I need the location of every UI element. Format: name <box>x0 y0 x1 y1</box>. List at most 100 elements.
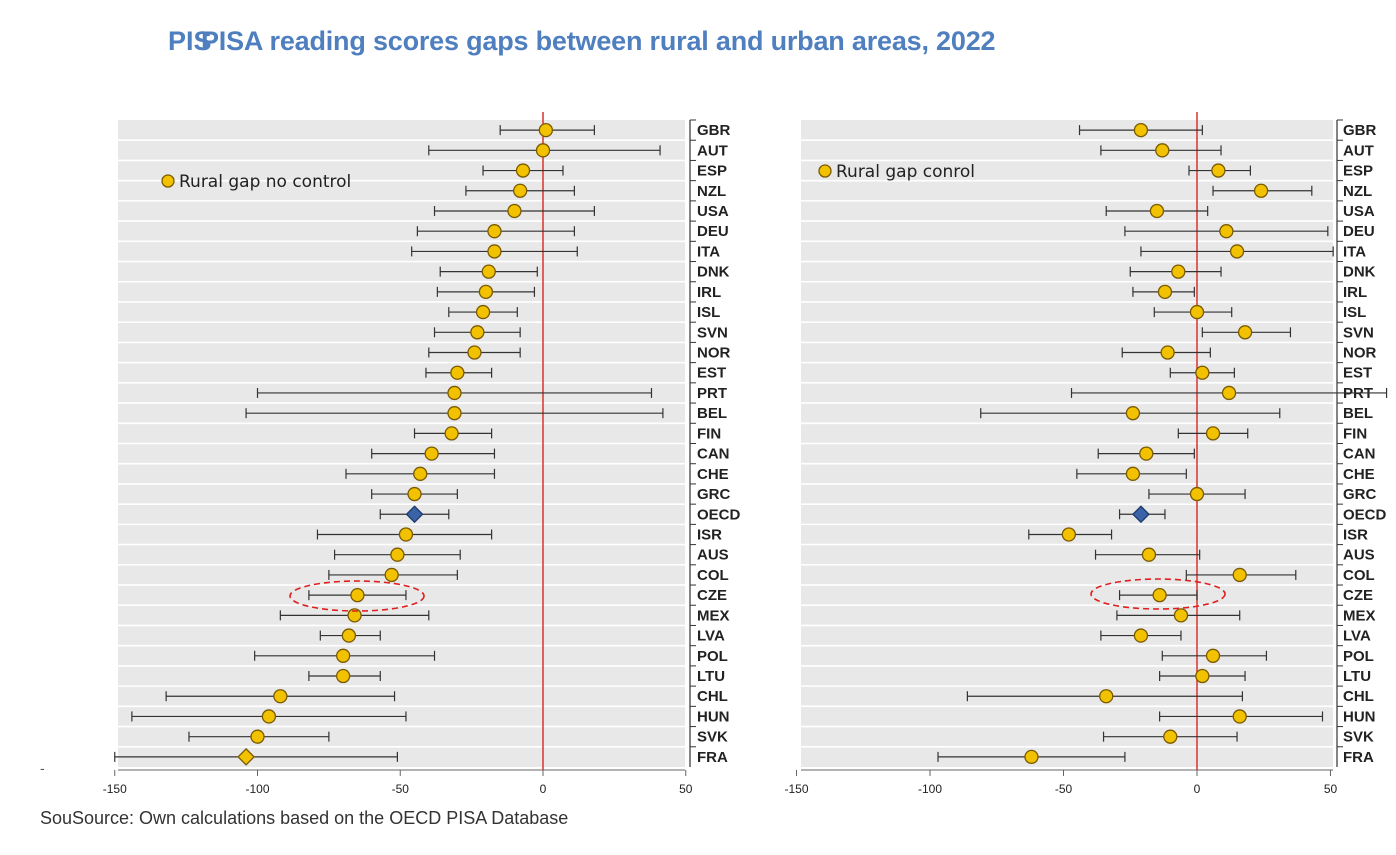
country-label: USA <box>697 203 729 220</box>
data-point <box>1195 365 1210 380</box>
country-label: GRC <box>1343 486 1377 503</box>
data-point <box>1253 183 1269 198</box>
data-point <box>250 729 265 744</box>
x-tick-label: -100 <box>245 782 269 796</box>
x-tick-label: 50 <box>679 782 693 796</box>
data-point <box>1133 122 1149 138</box>
country-label: POL <box>1343 648 1374 665</box>
country-label: NZL <box>697 183 726 200</box>
country-label: POL <box>697 648 728 665</box>
data-point <box>424 446 439 461</box>
country-label: USA <box>1343 203 1375 220</box>
legend-label: Rural gap no control <box>179 172 351 192</box>
data-point <box>467 345 482 360</box>
data-point <box>1152 587 1167 603</box>
data-point <box>1205 648 1221 663</box>
data-point <box>407 486 422 502</box>
data-point <box>1160 345 1175 360</box>
country-label: FRA <box>697 749 728 766</box>
highlight-ellipse <box>289 580 425 612</box>
country-label: FIN <box>697 425 721 442</box>
data-point-diamond <box>1132 505 1150 524</box>
x-tick-label: -150 <box>103 782 127 796</box>
country-label: FIN <box>1343 425 1367 442</box>
data-point <box>261 709 277 724</box>
data-point <box>1205 426 1221 441</box>
legend-label: Rural gap conrol <box>836 162 975 182</box>
country-label: GBR <box>697 122 731 139</box>
country-label: NOR <box>1343 345 1377 362</box>
country-label: SVN <box>1343 324 1374 341</box>
country-label: HUN <box>1343 708 1376 725</box>
country-label: ITA <box>697 243 720 260</box>
data-point <box>1211 163 1226 178</box>
country-label: LVA <box>697 628 725 645</box>
country-label: AUS <box>1343 547 1375 564</box>
data-point-diamond <box>405 505 424 524</box>
country-label: IRL <box>1343 284 1367 301</box>
country-label: CHE <box>697 466 729 483</box>
data-point <box>507 203 522 219</box>
data-point <box>1221 385 1237 401</box>
data-point <box>1173 608 1189 623</box>
data-point <box>444 426 459 441</box>
title-fragment: PIS <box>168 26 212 56</box>
data-point <box>398 527 414 542</box>
data-point <box>1099 689 1114 704</box>
data-point <box>1061 527 1076 542</box>
country-label: DNK <box>1343 264 1376 281</box>
data-point <box>341 628 357 643</box>
data-point <box>1024 749 1039 765</box>
x-tick-label: -50 <box>1055 782 1073 796</box>
stray-mark: - <box>40 760 45 776</box>
country-label: DEU <box>1343 223 1375 240</box>
data-point <box>1189 486 1205 502</box>
country-label: NZL <box>1343 183 1372 200</box>
data-point <box>447 406 462 421</box>
data-point <box>538 122 554 138</box>
data-point <box>1157 284 1173 300</box>
data-point <box>1155 143 1170 158</box>
data-point <box>384 567 399 583</box>
country-label: COL <box>1343 567 1375 584</box>
country-label: SVN <box>697 324 728 341</box>
country-label: PRT <box>697 385 727 402</box>
country-label: CHL <box>1343 688 1374 705</box>
country-label: AUT <box>697 142 728 159</box>
country-label: CAN <box>697 446 730 463</box>
country-label: AUS <box>697 547 729 564</box>
data-point <box>447 385 462 401</box>
country-label: MEX <box>1343 607 1376 624</box>
country-label: NOR <box>697 345 731 362</box>
data-point <box>335 648 351 663</box>
country-label: HUN <box>697 708 730 725</box>
left-chart-panel: -150 -100 -50 0 50 GBR AUT ESP NZL USA DEU ITA DNK IR… <box>103 112 741 796</box>
country-label: LTU <box>1343 668 1371 685</box>
country-label: CAN <box>1343 446 1376 463</box>
data-point <box>1125 406 1141 421</box>
country-label: EST <box>1343 365 1372 382</box>
country-label: CHE <box>1343 466 1375 483</box>
data-point <box>1163 729 1178 744</box>
country-label: CZE <box>697 587 727 604</box>
data-point <box>1139 446 1154 461</box>
country-label: DNK <box>697 264 730 281</box>
country-label: ESP <box>1343 163 1373 180</box>
source-fragment: Sou <box>40 808 73 828</box>
data-point <box>1237 325 1253 340</box>
data-point <box>1189 304 1205 320</box>
country-label: ISR <box>1343 526 1368 543</box>
country-label: ISR <box>697 526 722 543</box>
country-label: COL <box>697 567 729 584</box>
country-label: OECD <box>697 506 741 523</box>
data-point <box>350 587 365 603</box>
country-label: AUT <box>1343 142 1374 159</box>
country-label: EST <box>697 365 726 382</box>
x-tick-label: -50 <box>392 782 410 796</box>
country-label: ESP <box>697 163 727 180</box>
data-point <box>413 466 428 481</box>
data-point <box>475 304 491 320</box>
country-label: CHL <box>697 688 728 705</box>
data-point <box>1195 668 1210 684</box>
